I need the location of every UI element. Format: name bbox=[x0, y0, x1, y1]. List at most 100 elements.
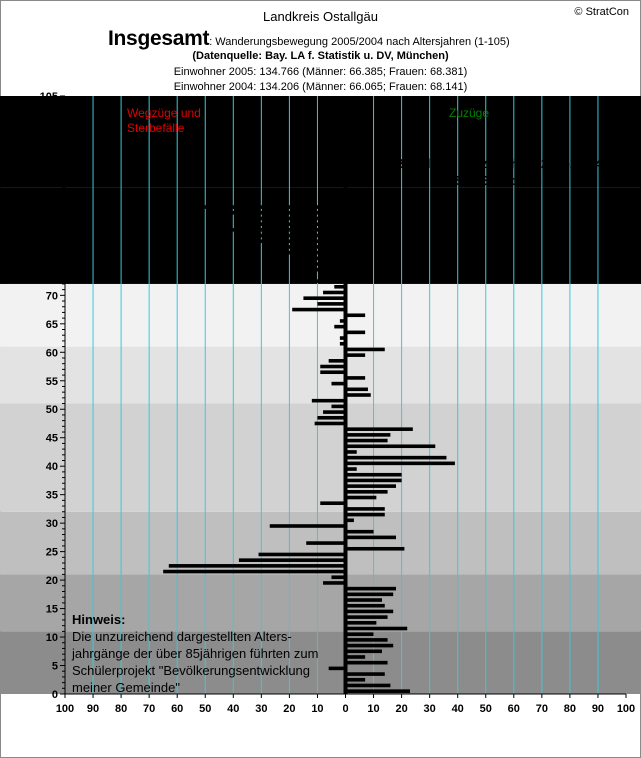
x-tick-label: 0 bbox=[342, 703, 348, 715]
bar bbox=[345, 353, 366, 357]
y-tick-label: 15 bbox=[46, 604, 58, 616]
bar bbox=[345, 444, 436, 449]
x-tick-label: 80 bbox=[115, 703, 127, 715]
bar bbox=[345, 689, 411, 693]
bar bbox=[339, 336, 346, 340]
x-tick-label: 100 bbox=[56, 703, 74, 715]
title-subtitle: : Wanderungsbewegung 2005/2004 nach Alte… bbox=[209, 36, 510, 48]
x-tick-label: 40 bbox=[452, 703, 464, 715]
bar bbox=[331, 404, 346, 409]
chart-title: Insgesamt: Wanderungsbewegung 2005/2004 … bbox=[108, 27, 510, 51]
bar bbox=[292, 307, 346, 312]
bar bbox=[317, 415, 346, 420]
bar bbox=[328, 666, 346, 671]
bar bbox=[345, 655, 366, 659]
note-text: Die unzureichend dargestellten Alters-ja… bbox=[72, 629, 319, 695]
bar bbox=[345, 387, 368, 392]
y-tick-label: 85 bbox=[46, 205, 58, 217]
y-tick-label: 20 bbox=[46, 575, 58, 587]
x-tick-label: 60 bbox=[171, 703, 183, 715]
bar bbox=[331, 575, 346, 580]
bar bbox=[345, 672, 385, 676]
bar bbox=[345, 393, 371, 397]
bar bbox=[345, 433, 391, 437]
y-tick-label: 70 bbox=[46, 290, 58, 302]
bar bbox=[345, 376, 366, 380]
x-tick-label: 40 bbox=[227, 703, 239, 715]
y-tick-label: 30 bbox=[46, 518, 58, 530]
population-increase: Bevölkerungszunahme 2005/2004: 560 Einwo… bbox=[370, 155, 632, 189]
bar bbox=[295, 279, 346, 283]
bar bbox=[244, 222, 346, 226]
bar bbox=[323, 290, 346, 295]
bar bbox=[345, 592, 394, 597]
bar bbox=[345, 478, 402, 483]
y-tick-label: 75 bbox=[46, 262, 58, 274]
bar bbox=[339, 319, 346, 323]
bar bbox=[345, 512, 385, 517]
age-bands bbox=[0, 96, 641, 694]
population-2004: Einwohner 2004: 134.206 (Männer: 66.065;… bbox=[173, 81, 468, 93]
bar bbox=[255, 233, 346, 238]
bar bbox=[297, 262, 346, 266]
bar bbox=[230, 228, 346, 232]
y-tick-label: 10 bbox=[46, 632, 58, 644]
bar bbox=[328, 359, 346, 363]
bar bbox=[278, 250, 346, 255]
bar bbox=[199, 205, 346, 209]
bar bbox=[345, 603, 385, 608]
bar bbox=[345, 649, 382, 654]
bar bbox=[323, 581, 346, 585]
bar bbox=[345, 598, 382, 602]
bar bbox=[345, 632, 374, 636]
x-tick-label: 70 bbox=[143, 703, 155, 715]
y-tick-label: 105 bbox=[40, 91, 58, 103]
x-tick-label: 10 bbox=[367, 703, 379, 715]
bar bbox=[320, 370, 346, 375]
x-tick-label: 30 bbox=[424, 703, 436, 715]
bar bbox=[334, 324, 346, 329]
y-tick-label: 90 bbox=[46, 176, 58, 188]
outflow-label: Wegzüge und Sterbefälle bbox=[127, 106, 201, 135]
bar bbox=[345, 683, 391, 688]
bar bbox=[345, 495, 377, 500]
bar bbox=[345, 535, 396, 540]
y-tick-label: 55 bbox=[46, 376, 58, 388]
x-tick-label: 60 bbox=[508, 703, 520, 715]
bar bbox=[345, 450, 357, 454]
age-band bbox=[0, 283, 641, 347]
bar bbox=[345, 507, 385, 511]
x-tick-label: 90 bbox=[87, 703, 99, 715]
y-tick-label: 95 bbox=[46, 148, 58, 160]
vertical-gridlines bbox=[92, 96, 599, 694]
bar bbox=[345, 455, 447, 460]
x-tick-labels: 100 90 80 70 60 50 40 30 20 10 0 10 20 30 40 50 60 70 80 90… bbox=[56, 694, 635, 715]
bar bbox=[345, 621, 377, 625]
x-tick-label: 50 bbox=[480, 703, 492, 715]
bar bbox=[255, 216, 346, 221]
bar bbox=[345, 467, 357, 471]
bar bbox=[311, 256, 346, 261]
bar bbox=[317, 302, 346, 306]
y-tick-label: 0 bbox=[52, 689, 58, 701]
y-tick-label: 35 bbox=[46, 490, 58, 502]
bar bbox=[345, 660, 388, 665]
y-tick-label: 45 bbox=[46, 433, 58, 445]
bar bbox=[345, 529, 374, 534]
bar bbox=[334, 284, 346, 289]
bar bbox=[345, 461, 455, 466]
bar bbox=[345, 347, 385, 352]
x-tick-label: 70 bbox=[536, 703, 548, 715]
x-tick-label: 50 bbox=[199, 703, 211, 715]
y-tick-label: 40 bbox=[46, 461, 58, 473]
bar bbox=[306, 541, 346, 545]
y-tick-label: 60 bbox=[46, 347, 58, 359]
bar bbox=[345, 472, 402, 477]
inflow-label: Zuzüge bbox=[449, 106, 490, 120]
bar bbox=[345, 643, 394, 648]
bar bbox=[345, 638, 388, 642]
zero-axis bbox=[343, 96, 348, 694]
bar bbox=[345, 490, 388, 494]
age-band bbox=[0, 96, 641, 188]
